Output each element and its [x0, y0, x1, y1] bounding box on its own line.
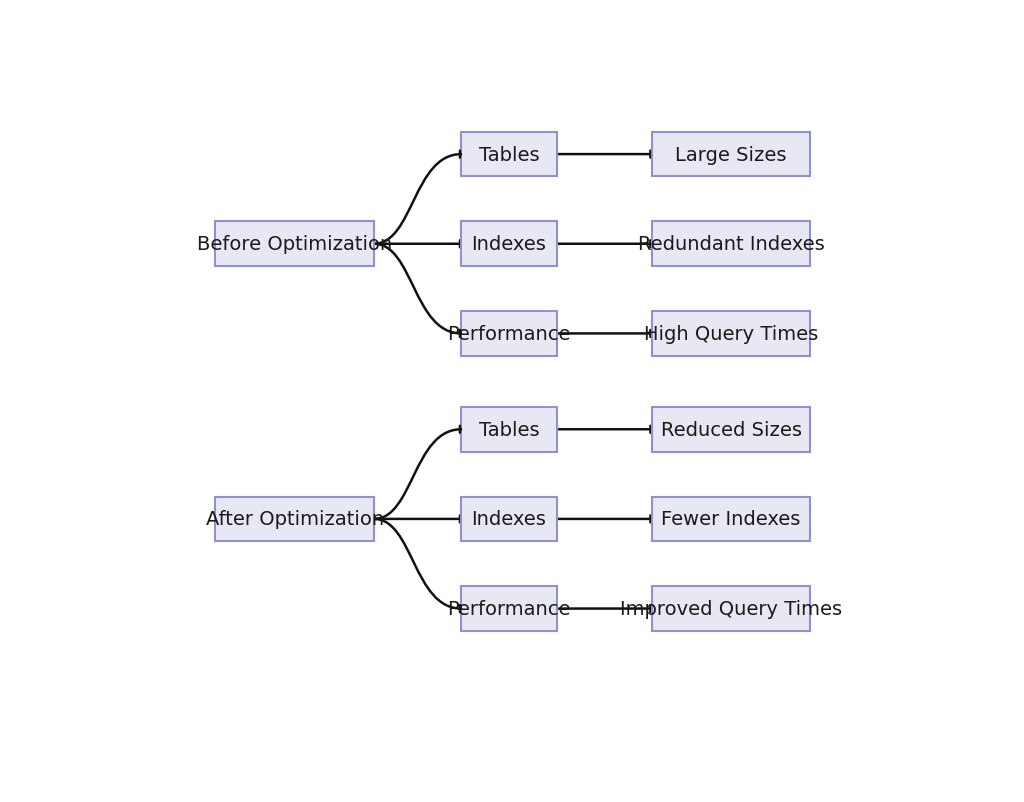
Text: Redundant Indexes: Redundant Indexes [638, 235, 824, 254]
FancyBboxPatch shape [652, 312, 811, 356]
Text: Tables: Tables [478, 145, 540, 164]
FancyBboxPatch shape [461, 407, 557, 452]
Text: Improved Query Times: Improved Query Times [621, 599, 842, 618]
Text: Indexes: Indexes [471, 235, 547, 254]
Text: Performance: Performance [447, 599, 570, 618]
Text: Performance: Performance [447, 325, 570, 343]
FancyBboxPatch shape [461, 222, 557, 267]
FancyBboxPatch shape [461, 312, 557, 356]
FancyBboxPatch shape [652, 407, 811, 452]
Text: Indexes: Indexes [471, 510, 547, 529]
Text: Reduced Sizes: Reduced Sizes [660, 420, 802, 439]
FancyBboxPatch shape [215, 497, 374, 541]
FancyBboxPatch shape [461, 132, 557, 177]
FancyBboxPatch shape [215, 222, 374, 267]
Text: Before Optimization: Before Optimization [197, 235, 392, 254]
Text: After Optimization: After Optimization [206, 510, 384, 529]
FancyBboxPatch shape [652, 497, 811, 541]
Text: High Query Times: High Query Times [644, 325, 818, 343]
FancyBboxPatch shape [461, 497, 557, 541]
Text: Fewer Indexes: Fewer Indexes [662, 510, 801, 529]
Text: Tables: Tables [478, 420, 540, 439]
FancyBboxPatch shape [652, 222, 811, 267]
Text: Large Sizes: Large Sizes [676, 145, 786, 164]
FancyBboxPatch shape [461, 586, 557, 631]
FancyBboxPatch shape [652, 586, 811, 631]
FancyBboxPatch shape [652, 132, 811, 177]
